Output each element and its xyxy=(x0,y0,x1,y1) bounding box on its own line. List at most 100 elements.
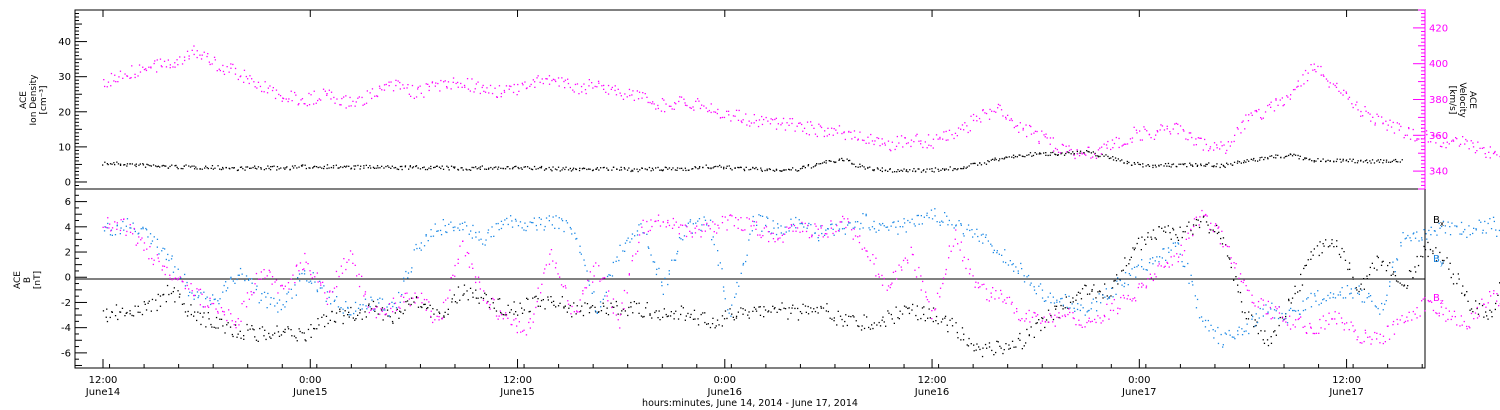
bottom-series-0-point xyxy=(790,312,792,314)
bottom-series-0-point xyxy=(427,307,429,309)
bottom-series-1-point xyxy=(833,234,835,236)
top-series-0-point xyxy=(775,169,778,171)
bottom-series-0-point xyxy=(666,315,668,318)
bottom-series-0-point xyxy=(1392,273,1394,275)
top-series-1-point xyxy=(219,69,221,72)
top-series-1-point xyxy=(1377,115,1380,117)
top-series-0-point xyxy=(367,167,369,169)
top-series-1-point xyxy=(580,85,583,88)
bottom-series-1-point xyxy=(928,217,930,219)
top-series-1-point xyxy=(483,90,485,92)
bottom-series-2-point xyxy=(1204,214,1207,216)
top-series-0-point xyxy=(430,168,432,170)
bottom-series-2-point xyxy=(441,318,443,320)
top-series-0-point xyxy=(1335,160,1338,163)
bottom-series-0-point xyxy=(1079,292,1081,294)
bottom-series-2-point xyxy=(1192,234,1194,237)
top-series-1-point xyxy=(874,140,876,142)
top-series-0-point xyxy=(925,171,927,173)
bottom-series-0-point xyxy=(251,325,253,327)
bottom-series-1-point xyxy=(1106,298,1109,300)
bottom-series-1-point xyxy=(653,261,656,263)
top-series-0-point xyxy=(147,164,149,166)
bottom-series-0-point xyxy=(721,315,724,317)
bottom-series-0-point xyxy=(1318,254,1320,257)
bottom-series-1-point xyxy=(1084,314,1086,316)
bottom-series-0-point xyxy=(632,312,634,314)
top-series-1-point xyxy=(489,84,492,87)
top-series-0-point xyxy=(488,167,490,169)
bottom-series-1-point xyxy=(373,309,375,311)
bottom-series-1-point xyxy=(808,222,810,225)
bottom-series-2-point xyxy=(608,290,610,292)
bottom-series-0-point xyxy=(903,305,906,307)
bottom-series-2-point xyxy=(1267,300,1269,303)
bottom-series-1-point xyxy=(445,231,447,233)
top-series-0-point xyxy=(1029,152,1032,154)
bottom-series-2-point xyxy=(1312,332,1314,335)
top-series-0-point xyxy=(276,166,279,168)
bottom-series-1-point xyxy=(594,310,597,312)
bottom-series-1-point xyxy=(1349,293,1351,295)
top-series-0-point xyxy=(206,167,208,169)
top-series-0-point xyxy=(1154,164,1156,166)
bottom-series-1-point xyxy=(1282,319,1285,321)
top-ylabel-line-2: Ion Density xyxy=(29,74,39,126)
bottom-series-2-point xyxy=(843,218,845,220)
bottom-series-1-point xyxy=(282,304,284,306)
top-series-1-point xyxy=(287,100,289,103)
top-series-1-point xyxy=(427,83,429,85)
bottom-series-1-point xyxy=(636,234,639,236)
bottom-series-0-point xyxy=(1312,254,1314,256)
bottom-series-1-point xyxy=(1194,295,1196,297)
bottom-series-0-point xyxy=(1008,344,1010,346)
bottom-series-1-point xyxy=(685,225,687,227)
bottom-series-0-point xyxy=(833,317,835,319)
bottom-series-0-point xyxy=(555,306,557,308)
bottom-series-1-point xyxy=(1344,297,1347,299)
bottom-series-2-point xyxy=(632,255,634,257)
top-series-1-point xyxy=(315,102,317,104)
top-series-1-point xyxy=(1209,148,1211,150)
bottom-series-0-point xyxy=(211,326,213,328)
bottom-series-0-point xyxy=(1097,291,1099,293)
bottom-series-2-point xyxy=(867,256,869,258)
bottom-series-0-point xyxy=(463,293,465,295)
top-series-0-point xyxy=(1028,154,1030,156)
top-series-0-point xyxy=(903,168,905,170)
top-series-1-point xyxy=(841,132,843,135)
top-series-1-point xyxy=(355,101,357,103)
top-series-1-point xyxy=(1049,143,1051,145)
top-series-0-point xyxy=(912,170,914,172)
top-series-0-point xyxy=(387,165,389,167)
bottom-series-1-point xyxy=(673,259,675,261)
top-series-1-point xyxy=(995,111,997,113)
bottom-series-1-point xyxy=(427,240,429,242)
bottom-series-2-point xyxy=(1181,254,1183,256)
top-series-0-point xyxy=(1206,163,1208,166)
bottom-series-1-point xyxy=(223,284,225,287)
bottom-series-2-point xyxy=(392,297,395,299)
bottom-series-0-point xyxy=(526,297,528,299)
top-series-1-point xyxy=(435,82,437,84)
x-tick-date-label: June14 xyxy=(85,387,121,398)
bottom-series-0-point xyxy=(307,328,310,331)
bottom-series-0-point xyxy=(156,309,158,312)
top-series-1-point xyxy=(1043,134,1045,136)
bottom-series-2-point xyxy=(191,290,193,292)
bottom-series-2-point xyxy=(1185,238,1187,240)
top-series-1-point xyxy=(1250,112,1252,114)
bottom-series-1-point xyxy=(713,243,715,246)
bottom-series-0-point xyxy=(1452,273,1454,275)
top-series-0-point xyxy=(619,169,621,171)
bottom-series-2-point xyxy=(505,314,507,317)
top-series-1-point xyxy=(980,121,982,123)
top-series-1-point xyxy=(614,85,616,87)
bottom-series-2-point xyxy=(367,306,369,308)
bottom-series-2-point xyxy=(298,270,300,272)
bottom-series-0-point xyxy=(581,305,583,307)
top-series-0-point xyxy=(761,170,763,172)
top-series-0-point xyxy=(970,163,972,165)
top-series-0-point xyxy=(326,164,329,166)
bottom-series-2-point xyxy=(425,309,427,311)
